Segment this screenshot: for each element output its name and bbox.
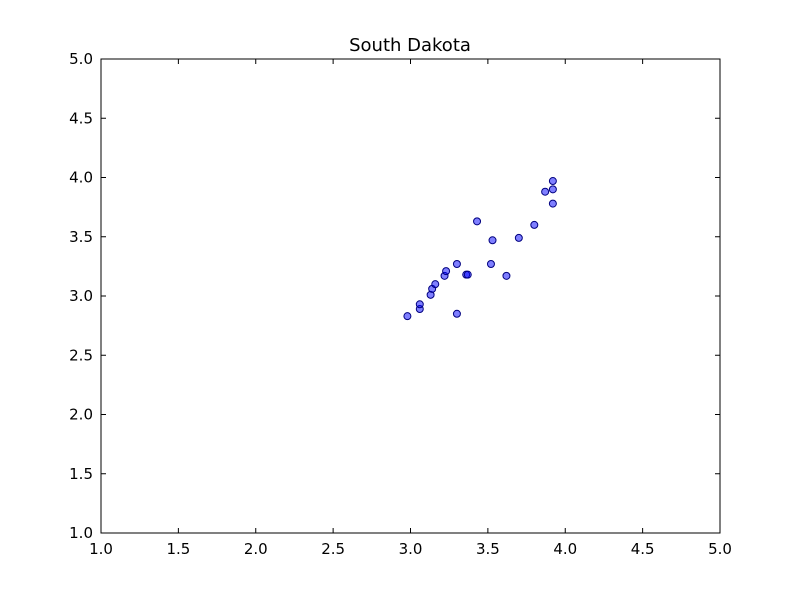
plot-area-frame (100, 58, 721, 534)
scatter-point (548, 177, 557, 186)
scatter-point (431, 280, 440, 289)
chart-title: South Dakota (349, 35, 471, 56)
axis-ticks: 1.0 1.5 2.0 2.5 3.0 3.5 4.0 4.5 5.0 1.0 1.5 2.0 2.5 3… (69, 50, 732, 558)
y-tick-label: 1.0 (69, 524, 93, 542)
x-tick-label: 2.0 (244, 540, 268, 558)
y-tick-label: 3.0 (69, 287, 93, 305)
data-points (403, 177, 557, 321)
scatter-point (415, 300, 424, 309)
scatter-point (548, 185, 557, 194)
scatter-point (530, 220, 539, 229)
scatter-point (502, 271, 511, 280)
y-tick-label: 4.5 (69, 109, 93, 127)
y-tick-label: 4.0 (69, 169, 93, 187)
scatter-point (514, 233, 523, 242)
scatter-point (473, 217, 482, 226)
scatter-point (548, 199, 557, 208)
scatter-point (452, 309, 461, 318)
x-tick-label: 2.5 (321, 540, 345, 558)
y-tick-label: 5.0 (69, 50, 93, 68)
y-tick-label: 1.5 (69, 465, 93, 483)
scatter-point (463, 270, 472, 279)
x-tick-label: 1.0 (89, 540, 113, 558)
scatter-point (486, 260, 495, 269)
x-tick-label: 4.0 (553, 540, 577, 558)
scatter-point (541, 187, 550, 196)
x-tick-label: 4.5 (631, 540, 655, 558)
scatter-point (488, 236, 497, 245)
x-tick-label: 3.0 (399, 540, 423, 558)
scatter-point (452, 260, 461, 269)
x-tick-label: 5.0 (708, 540, 732, 558)
x-tick-label: 1.5 (166, 540, 190, 558)
y-tick-label: 2.0 (69, 406, 93, 424)
scatter-point (403, 312, 412, 321)
x-tick-label: 3.5 (476, 540, 500, 558)
y-tick-label: 3.5 (69, 228, 93, 246)
y-tick-label: 2.5 (69, 346, 93, 364)
scatter-point (442, 267, 451, 276)
